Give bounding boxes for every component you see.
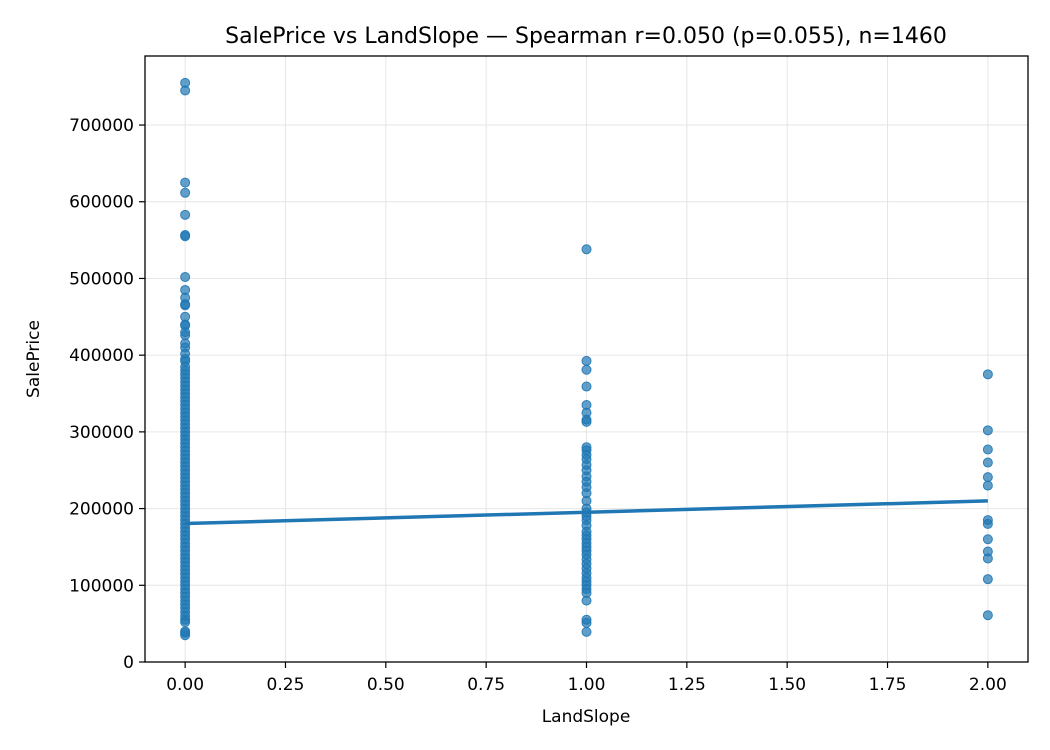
y-axis-label: SalePrice: [24, 320, 44, 398]
data-point: [180, 330, 191, 341]
y-tick-label: 300000: [69, 423, 134, 443]
y-tick-label: 500000: [69, 269, 134, 289]
data-point: [180, 187, 191, 198]
chart-title: SalePrice vs LandSlope — Spearman r=0.05…: [225, 24, 947, 49]
data-point: [982, 457, 993, 468]
x-tick-label: 1.75: [869, 675, 907, 695]
data-point: [581, 244, 592, 255]
x-tick-label: 0.50: [367, 675, 405, 695]
x-tick-label: 1.50: [768, 675, 806, 695]
y-tick-label: 600000: [69, 193, 134, 213]
data-points: [180, 77, 993, 641]
data-point: [180, 300, 191, 311]
y-tick-label: 0: [123, 653, 134, 673]
y-tick-label: 700000: [69, 116, 134, 136]
x-axis-label: LandSlope: [542, 707, 631, 727]
data-point: [581, 626, 592, 637]
x-tick-label: 0.00: [166, 675, 204, 695]
data-point: [982, 610, 993, 621]
data-point: [581, 364, 592, 375]
data-point: [180, 617, 191, 628]
grid-lines: [145, 56, 1028, 663]
trend-line-group: [185, 499, 988, 526]
y-tick-label: 400000: [69, 346, 134, 366]
x-tick-label: 0.25: [267, 675, 305, 695]
data-point: [982, 369, 993, 380]
data-point: [581, 595, 592, 606]
data-point: [180, 231, 191, 242]
data-point: [982, 553, 993, 564]
data-point: [581, 355, 592, 366]
trend-line: [185, 499, 988, 526]
x-tick-label: 1.25: [668, 675, 706, 695]
data-point: [180, 272, 191, 283]
data-point: [581, 381, 592, 392]
y-tick-label: 100000: [69, 576, 134, 596]
data-point: [581, 416, 592, 427]
data-point: [180, 630, 191, 641]
x-tick-label: 1.00: [568, 675, 606, 695]
data-point: [180, 209, 191, 220]
data-point: [982, 444, 993, 455]
y-tick-label: 200000: [69, 500, 134, 520]
data-point: [180, 177, 191, 188]
data-point: [982, 472, 993, 483]
x-axis-ticks: 0.00 0.25 0.50 0.75 1.00 1.25 1.50 1.75 2.00: [166, 662, 1007, 695]
x-tick-label: 0.75: [467, 675, 505, 695]
data-point: [982, 518, 993, 529]
data-point: [982, 425, 993, 436]
data-point: [982, 574, 993, 585]
x-tick-label: 2.00: [969, 675, 1007, 695]
y-axis-ticks: 0 100000 200000 300000 400000 500000 600000 700…: [69, 116, 145, 673]
data-point: [581, 617, 592, 628]
data-point: [982, 480, 993, 491]
data-point: [180, 85, 191, 96]
data-point: [982, 534, 993, 545]
